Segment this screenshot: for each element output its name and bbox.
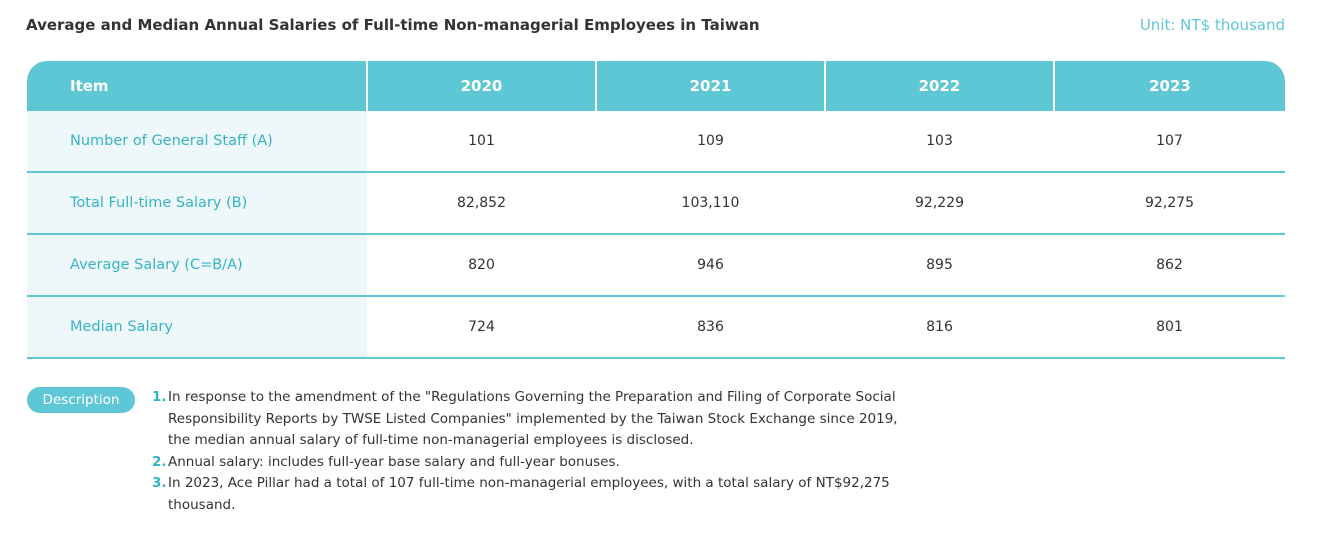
list-item-number: 1. <box>152 389 167 405</box>
list-item-number: 3. <box>152 475 167 491</box>
table-cell: 82,852 <box>367 172 596 235</box>
unit-label: Unit: NT$ thousand <box>1139 16 1285 34</box>
table-cell: 103 <box>825 111 1054 173</box>
list-item-text: Annual salary: includes full-year base s… <box>168 453 620 470</box>
row-label-general-staff: Number of General Staff (A) <box>27 111 367 173</box>
table-header-row: Item 2020 2021 2022 2023 <box>27 61 1285 111</box>
table-cell: 103,110 <box>596 172 825 235</box>
list-item: 3. In 2023, Ace Pillar had a total of 10… <box>152 473 912 516</box>
table-row: Median Salary 724 836 816 801 <box>27 296 1285 359</box>
table-cell: 816 <box>825 296 1054 359</box>
table-cell: 895 <box>825 234 1054 297</box>
table-cell: 92,229 <box>825 172 1054 235</box>
list-item-number: 2. <box>152 453 167 470</box>
column-header-2022: 2022 <box>825 61 1055 111</box>
page-title: Average and Median Annual Salaries of Fu… <box>26 16 760 34</box>
description-badge: Description <box>27 387 135 413</box>
list-item: 1. In response to the amendment of the "… <box>152 387 912 452</box>
description-list: 1. In response to the amendment of the "… <box>152 387 912 516</box>
table-row: Number of General Staff (A) 101 109 103 … <box>27 111 1285 173</box>
table-cell: 107 <box>1054 111 1285 173</box>
page-header: Average and Median Annual Salaries of Fu… <box>26 14 1285 40</box>
table-row: Total Full-time Salary (B) 82,852 103,11… <box>27 172 1285 235</box>
salary-table: Item 2020 2021 2022 2023 Number of Gener… <box>27 61 1285 359</box>
column-header-2021: 2021 <box>596 61 826 111</box>
table-cell: 862 <box>1054 234 1285 297</box>
table-cell: 92,275 <box>1054 172 1285 235</box>
row-label-total-salary: Total Full-time Salary (B) <box>27 172 367 235</box>
table-cell: 724 <box>367 296 596 359</box>
table-cell: 820 <box>367 234 596 297</box>
table-cell: 836 <box>596 296 825 359</box>
column-header-2020: 2020 <box>367 61 597 111</box>
list-item-text: In response to the amendment of the "Reg… <box>168 389 898 448</box>
column-header-item: Item <box>27 61 368 111</box>
table-cell: 109 <box>596 111 825 173</box>
column-header-2023: 2023 <box>1054 61 1285 111</box>
table-cell: 101 <box>367 111 596 173</box>
row-label-median-salary: Median Salary <box>27 296 367 359</box>
row-label-average-salary: Average Salary (C=B/A) <box>27 234 367 297</box>
list-item-text: In 2023, Ace Pillar had a total of 107 f… <box>168 475 890 513</box>
table-row: Average Salary (C=B/A) 820 946 895 862 <box>27 234 1285 297</box>
table-cell: 801 <box>1054 296 1285 359</box>
list-item: 2. Annual salary: includes full-year bas… <box>152 452 912 474</box>
table-cell: 946 <box>596 234 825 297</box>
